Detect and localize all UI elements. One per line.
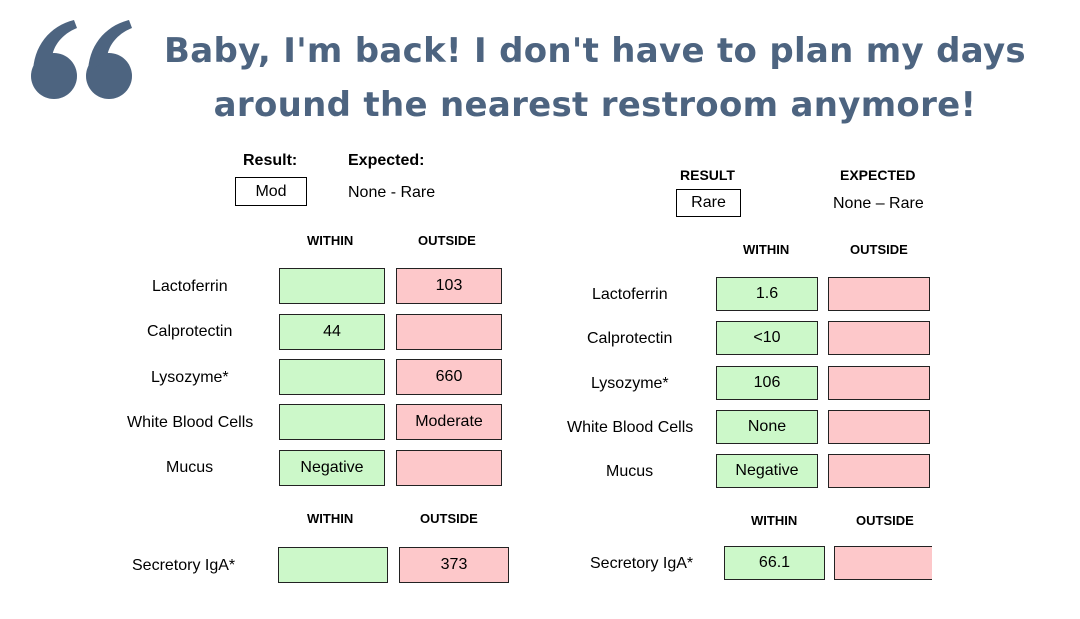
headline-line-1: Baby, I'm back! I don't have to plan my … bbox=[164, 31, 1026, 71]
right-outside-cell bbox=[828, 277, 930, 311]
headline: Baby, I'm back! I don't have to plan my … bbox=[150, 24, 1040, 132]
right-row-label: Mucus bbox=[606, 463, 654, 480]
right-row-label: White Blood Cells bbox=[567, 419, 694, 436]
opening-quote-icon bbox=[31, 20, 132, 99]
right-within-cell: 106 bbox=[716, 366, 818, 400]
right-row-label: Calprotectin bbox=[587, 330, 673, 347]
right-iga-outside-cell bbox=[834, 546, 932, 580]
left-row-label: White Blood Cells bbox=[127, 414, 254, 431]
left-iga-label: Secretory IgA* bbox=[132, 557, 236, 574]
right-within-header-2: WITHIN bbox=[751, 513, 798, 528]
right-row-label: Lysozyme* bbox=[591, 375, 669, 392]
right-within-cell: <10 bbox=[716, 321, 818, 355]
right-outside-cell bbox=[828, 454, 930, 488]
right-expected-value: None – Rare bbox=[833, 195, 924, 212]
left-outside-cell bbox=[396, 314, 502, 350]
right-outside-cell bbox=[828, 410, 930, 444]
left-row-label: Calprotectin bbox=[147, 323, 233, 340]
left-row-label: Lysozyme* bbox=[151, 369, 229, 386]
left-outside-cell: 103 bbox=[396, 268, 502, 304]
right-outside-cell bbox=[828, 321, 930, 355]
left-outside-cell: 660 bbox=[396, 359, 502, 395]
left-row-label: Lactoferrin bbox=[152, 278, 228, 295]
left-expected-value: None - Rare bbox=[348, 184, 436, 201]
right-iga-label: Secretory IgA* bbox=[590, 555, 694, 572]
right-iga-within-cell: 66.1 bbox=[724, 546, 825, 580]
left-within-cell bbox=[279, 359, 385, 395]
left-within-cell: 44 bbox=[279, 314, 385, 350]
left-within-cell: Negative bbox=[279, 450, 385, 486]
left-within-header-2: WITHIN bbox=[307, 511, 354, 526]
left-outside-cell: Moderate bbox=[396, 404, 502, 440]
right-within-cell: Negative bbox=[716, 454, 818, 488]
left-iga-within-cell bbox=[278, 547, 388, 583]
left-iga-outside-cell: 373 bbox=[399, 547, 509, 583]
headline-line-2: around the nearest restroom anymore! bbox=[213, 85, 977, 125]
left-result-value: Mod bbox=[235, 177, 307, 206]
right-result-label: RESULT bbox=[680, 167, 735, 183]
left-within-cell bbox=[279, 404, 385, 440]
left-row-label: Mucus bbox=[166, 459, 214, 476]
left-outside-header-2: OUTSIDE bbox=[420, 511, 478, 526]
right-outside-header: OUTSIDE bbox=[850, 242, 908, 257]
right-outside-cell bbox=[828, 366, 930, 400]
left-expected-label: Expected: bbox=[348, 152, 425, 169]
left-outside-header: OUTSIDE bbox=[418, 233, 476, 248]
right-within-header: WITHIN bbox=[743, 242, 790, 257]
left-within-cell bbox=[279, 268, 385, 304]
right-result-value: Rare bbox=[676, 189, 741, 217]
right-within-cell: None bbox=[716, 410, 818, 444]
right-expected-label: EXPECTED bbox=[840, 167, 916, 183]
left-outside-cell bbox=[396, 450, 502, 486]
left-result-label: Result: bbox=[243, 152, 298, 169]
right-outside-header-2: OUTSIDE bbox=[856, 513, 914, 528]
right-within-cell: 1.6 bbox=[716, 277, 818, 311]
left-within-header: WITHIN bbox=[307, 233, 354, 248]
right-row-label: Lactoferrin bbox=[592, 286, 668, 303]
